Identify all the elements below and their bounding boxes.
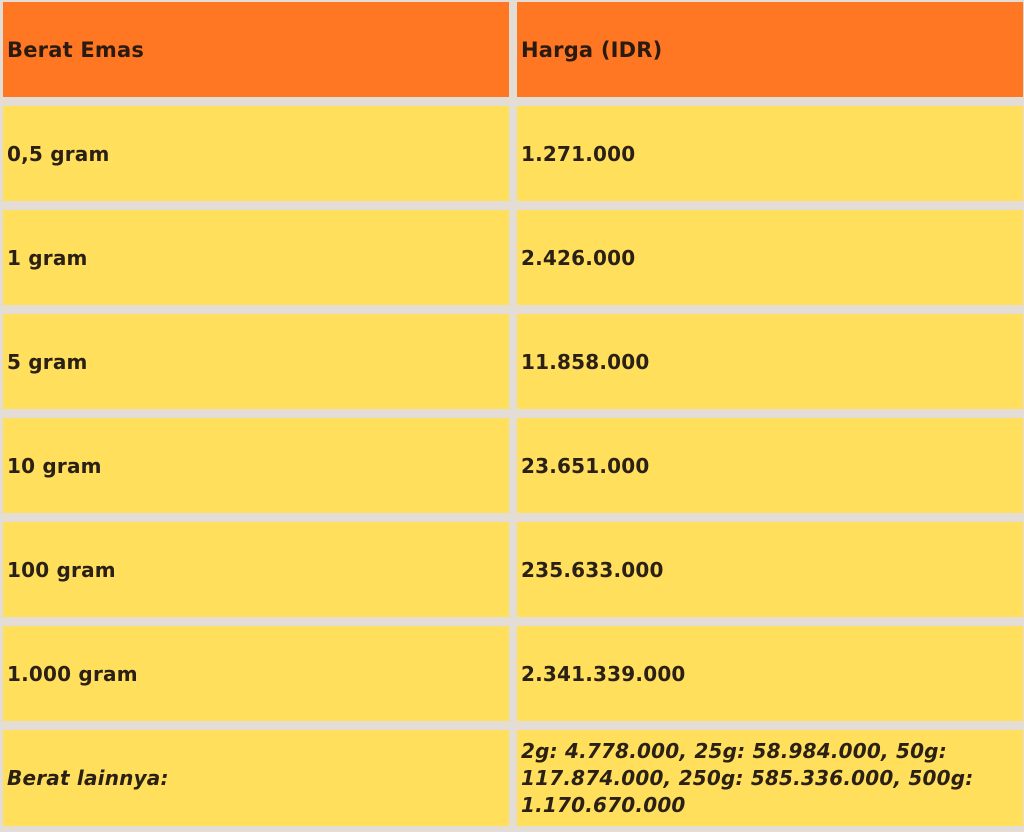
price-cell: 1.271.000 [517,106,1023,201]
other-weights-label: Berat lainnya: [3,730,509,826]
other-weights-value: 2g: 4.778.000, 25g: 58.984.000, 50g: 117… [517,730,1023,826]
weight-cell: 0,5 gram [3,106,509,201]
header-weight: Berat Emas [3,2,509,97]
price-cell: 11.858.000 [517,314,1023,409]
weight-cell: 1.000 gram [3,626,509,721]
price-cell: 235.633.000 [517,522,1023,617]
gold-price-table: Berat Emas Harga (IDR) 0,5 gram 1.271.00… [3,2,1023,826]
weight-cell: 10 gram [3,418,509,513]
weight-cell: 100 gram [3,522,509,617]
weight-cell: 1 gram [3,210,509,305]
header-price: Harga (IDR) [517,2,1023,97]
price-cell: 2.426.000 [517,210,1023,305]
weight-cell: 5 gram [3,314,509,409]
price-cell: 23.651.000 [517,418,1023,513]
price-cell: 2.341.339.000 [517,626,1023,721]
